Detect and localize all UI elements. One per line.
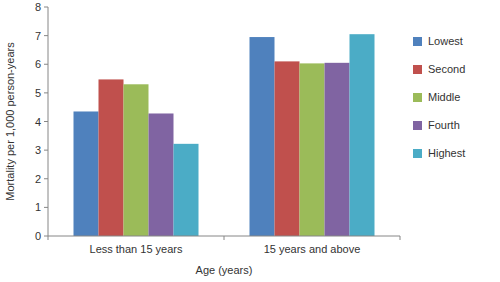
bar [74,111,99,236]
legend-swatch [413,65,422,74]
bar [124,84,149,236]
y-tick [44,121,48,122]
legend-swatch [413,149,422,158]
y-tick-label: 6 [35,58,41,70]
bar [250,37,275,236]
x-axis-title: Age (years) [196,264,253,276]
y-tick [44,7,48,8]
bar [149,113,174,236]
y-tick [44,64,48,65]
x-tick-label: 15 years and above [264,243,361,255]
x-tick [224,236,225,240]
legend: Lowest Second Middle Fourth Highest [413,35,465,159]
x-tick-label: Less than 15 years [90,243,183,255]
legend-label: Middle [428,91,460,103]
x-tick [48,236,49,240]
legend-label: Second [428,63,465,75]
y-tick-label: 5 [35,87,41,99]
bar [99,79,124,236]
x-tick [400,236,401,240]
bar [350,34,375,236]
y-tick-label: 4 [35,116,41,128]
y-tick-label: 3 [35,144,41,156]
bar [300,63,325,236]
bars [74,34,375,236]
y-tick-label: 2 [35,173,41,185]
legend-swatch [413,37,422,46]
legend-label: Lowest [428,35,463,47]
bar [325,63,350,236]
chart: 0 1 2 3 4 5 6 7 8 Less than 15 years 15 years and … [0,0,500,282]
bar [174,144,199,236]
y-tick-label: 7 [35,30,41,42]
legend-swatch [413,121,422,130]
y-tick-label: 8 [35,1,41,13]
y-tick [44,178,48,179]
y-tick-label: 0 [35,230,41,242]
bar [275,61,300,236]
y-tick [44,92,48,93]
legend-label: Fourth [428,119,460,131]
y-tick-label: 1 [35,201,41,213]
y-tick [44,207,48,208]
legend-swatch [413,93,422,102]
y-axis-title: Mortality per 1,000 person-years [4,42,16,201]
y-tick [44,35,48,36]
y-tick [44,150,48,151]
y-tick [44,236,48,237]
legend-label: Highest [428,147,465,159]
